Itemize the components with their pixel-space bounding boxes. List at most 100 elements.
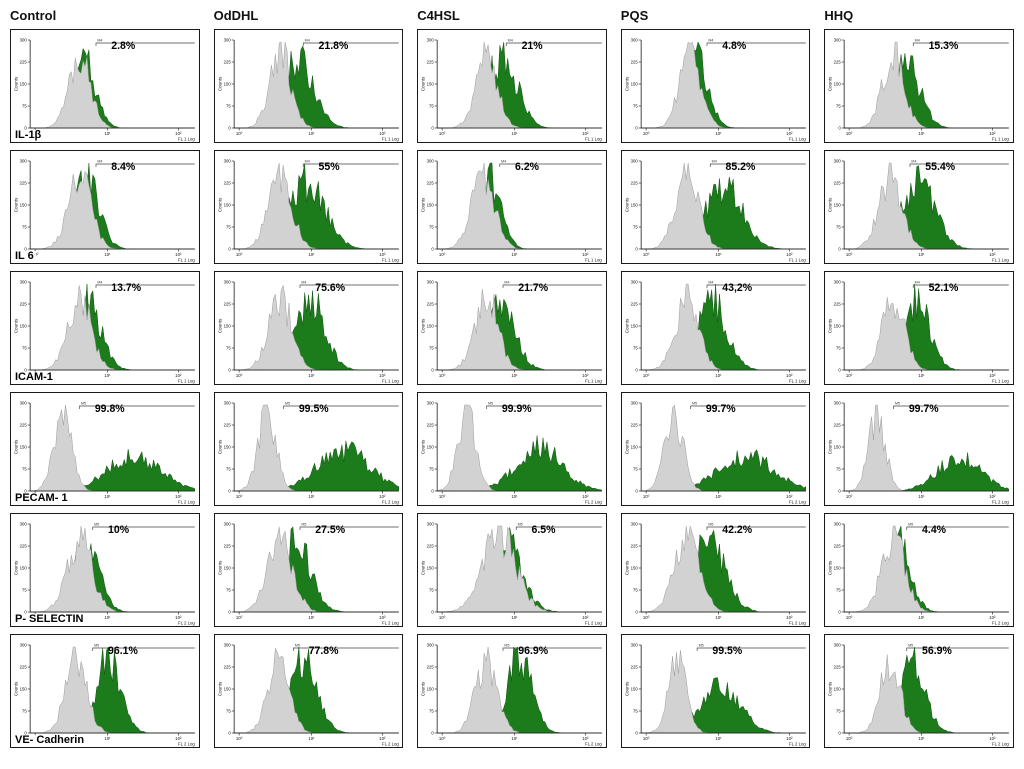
y-tick-label: 300 [427,401,435,406]
y-axis-label: Counts [625,681,630,696]
y-axis-label: Counts [828,197,833,212]
gate-line [706,526,806,530]
percent-label: 42.2% [722,524,752,536]
gate-line [299,526,399,530]
x-axis-label: FL 2 Log [789,741,806,746]
y-tick-label: 300 [630,159,638,164]
x-tick-label: 10¹ [919,615,926,620]
y-tick-label: 225 [427,181,435,186]
y-tick-label: 150 [834,82,842,87]
y-tick-label: 75 [429,346,434,351]
y-tick-label: 150 [834,203,842,208]
x-axis-label: FL 2 Log [178,499,195,504]
gate-marker-label: M5 [692,401,697,405]
gate-line [906,647,1010,651]
y-tick-label: 0 [24,489,27,494]
y-axis-label: Counts [217,76,222,91]
percent-label: 4.8% [722,40,746,52]
y-tick-label: 300 [427,643,435,648]
x-tick-label: 10² [379,373,386,378]
gate-line [502,647,602,651]
y-tick-label: 75 [836,225,841,230]
y-tick-label: 75 [429,588,434,593]
gate-marker-label: M4 [915,280,920,284]
y-tick-label: 150 [834,566,842,571]
gate-marker-label: M4 [708,280,713,284]
green-histogram [844,283,1010,371]
gate-line [706,42,806,46]
y-tick-label: 300 [630,643,638,648]
x-tick-label: 10⁰ [846,615,853,620]
y-tick-label: 300 [223,159,231,164]
y-tick-label: 225 [427,544,435,549]
x-tick-label: 10¹ [512,494,519,499]
y-tick-label: 225 [630,181,638,186]
gate-marker-label: M4 [505,280,510,284]
panel-pecam-1-hhq: 300 225 150 75 0 Counts 10⁰ 10¹ 10² FL 2 Log M5 99.… [824,392,1014,506]
gate-line [95,163,195,167]
x-axis-label: FL 1 Log [585,378,602,383]
panel-p-selectin-oddhl: 300 225 150 75 0 Counts 10⁰ 10¹ 10² FL 2 Log M5 27.… [213,513,404,627]
y-tick-label: 300 [223,280,231,285]
gray-histogram [437,525,602,613]
y-tick-label: 150 [630,445,638,450]
y-axis-label: Counts [625,560,630,575]
y-tick-label: 300 [630,280,638,285]
y-tick-label: 150 [223,203,231,208]
x-tick-label: 10² [786,494,793,499]
y-tick-label: 225 [834,302,842,307]
gate-line [709,163,806,167]
axes-lines [29,40,195,129]
panel-icam-1-hhq: 300 225 150 75 0 Counts 10⁰ 10¹ 10² FL 1 Log M4 52.… [824,271,1014,385]
gate-marker-label: M5 [94,643,99,647]
x-tick-label: 10¹ [104,131,111,136]
gate-line [706,284,806,288]
x-tick-label: 10¹ [104,373,111,378]
y-tick-label: 150 [20,203,28,208]
x-tick-label: 10² [786,252,793,257]
row-label-icam-1: ICAM-1 [13,371,55,384]
y-tick-label: 75 [633,225,638,230]
y-tick-label: 0 [432,610,435,615]
percent-label: 77.8% [308,645,338,657]
y-axis-label: Counts [217,318,222,333]
y-tick-label: 75 [22,588,27,593]
percent-label: 85.2% [725,161,755,173]
gate-line [92,647,195,651]
y-tick-label: 75 [836,346,841,351]
percent-label: 21% [522,40,543,52]
y-tick-label: 150 [223,445,231,450]
x-tick-label: 10¹ [308,736,315,741]
green-histogram [30,534,195,613]
column-header-c4hsl: C4HSL [417,8,460,23]
y-tick-label: 300 [223,401,231,406]
green-histogram [437,41,602,129]
y-axis-label: Counts [421,197,426,212]
x-tick-label: 10¹ [919,736,926,741]
x-tick-label: 10¹ [715,252,722,257]
y-tick-label: 225 [427,423,435,428]
x-tick-label: 10⁰ [846,736,853,741]
y-tick-label: 300 [223,38,231,43]
y-axis-label: Counts [625,197,630,212]
y-axis-label: Counts [14,560,19,575]
gate-line [95,284,195,288]
y-tick-label: 225 [630,302,638,307]
percent-label: 6.2% [515,161,539,173]
x-tick-label: 10² [175,252,182,257]
x-tick-label: 10² [175,131,182,136]
y-tick-label: 150 [427,687,435,692]
y-tick-label: 225 [427,665,435,670]
y-tick-label: 225 [834,423,842,428]
gate-line [299,284,399,288]
x-tick-label: 10¹ [308,373,315,378]
